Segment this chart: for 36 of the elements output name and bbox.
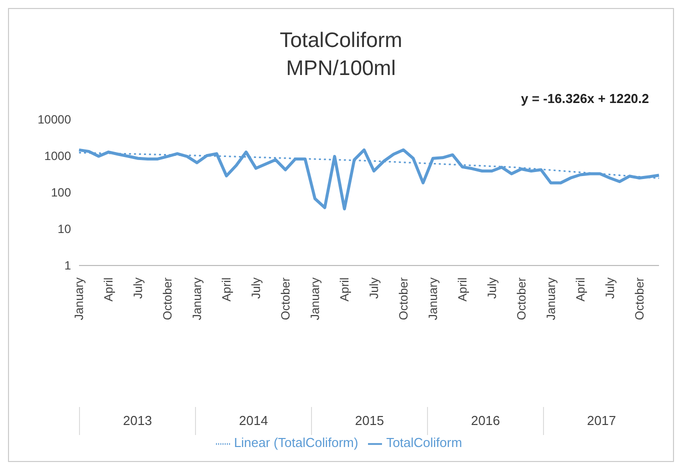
text: 2013 [79, 407, 195, 435]
x-tick-label: April [337, 277, 352, 302]
y-tick-label: 10000 [38, 112, 72, 126]
text: 2016 [427, 407, 543, 435]
text: 2014 [195, 407, 311, 435]
x-tick-label: July [366, 277, 381, 299]
x-tick-label: April [573, 277, 588, 302]
x-tick-label: April [455, 277, 470, 302]
x-tick-label: July [130, 277, 145, 299]
chart-subtitle: MPN/100ml [285, 56, 397, 82]
x-tick-label: January [544, 277, 558, 320]
x-tick-label: October [514, 277, 528, 320]
x-tick-label: October [632, 277, 646, 320]
text: 2015 [311, 407, 427, 435]
text: 2017 [543, 407, 659, 435]
y-tick-label: 1 [64, 258, 72, 273]
x-tick-label: January [308, 277, 322, 320]
x-tick-label: July [484, 277, 499, 299]
text: y = -16.326x + 1220.2 [521, 91, 649, 106]
y-tick-label: 1000 [44, 148, 72, 163]
legend-label: TotalColiform [386, 435, 462, 450]
y-tick-label: 10 [58, 222, 72, 236]
x-tick-label: October [396, 277, 410, 320]
x-tick-label: April [101, 277, 116, 302]
chart-title: TotalColiform [278, 28, 404, 54]
line-series [78, 148, 660, 210]
x-tick-label: October [160, 277, 174, 320]
x-tick-label: October [278, 277, 292, 320]
x-tick-label: January [72, 277, 86, 320]
x-tick-label: January [426, 277, 440, 320]
x-tick-label: April [219, 277, 234, 302]
x-tick-label: January [190, 277, 204, 320]
x-tick-label: July [248, 277, 263, 299]
legend-label: Linear (TotalColiform) [234, 435, 358, 450]
x-tick-label: July [602, 277, 617, 299]
y-tick-label: 100 [50, 185, 72, 200]
